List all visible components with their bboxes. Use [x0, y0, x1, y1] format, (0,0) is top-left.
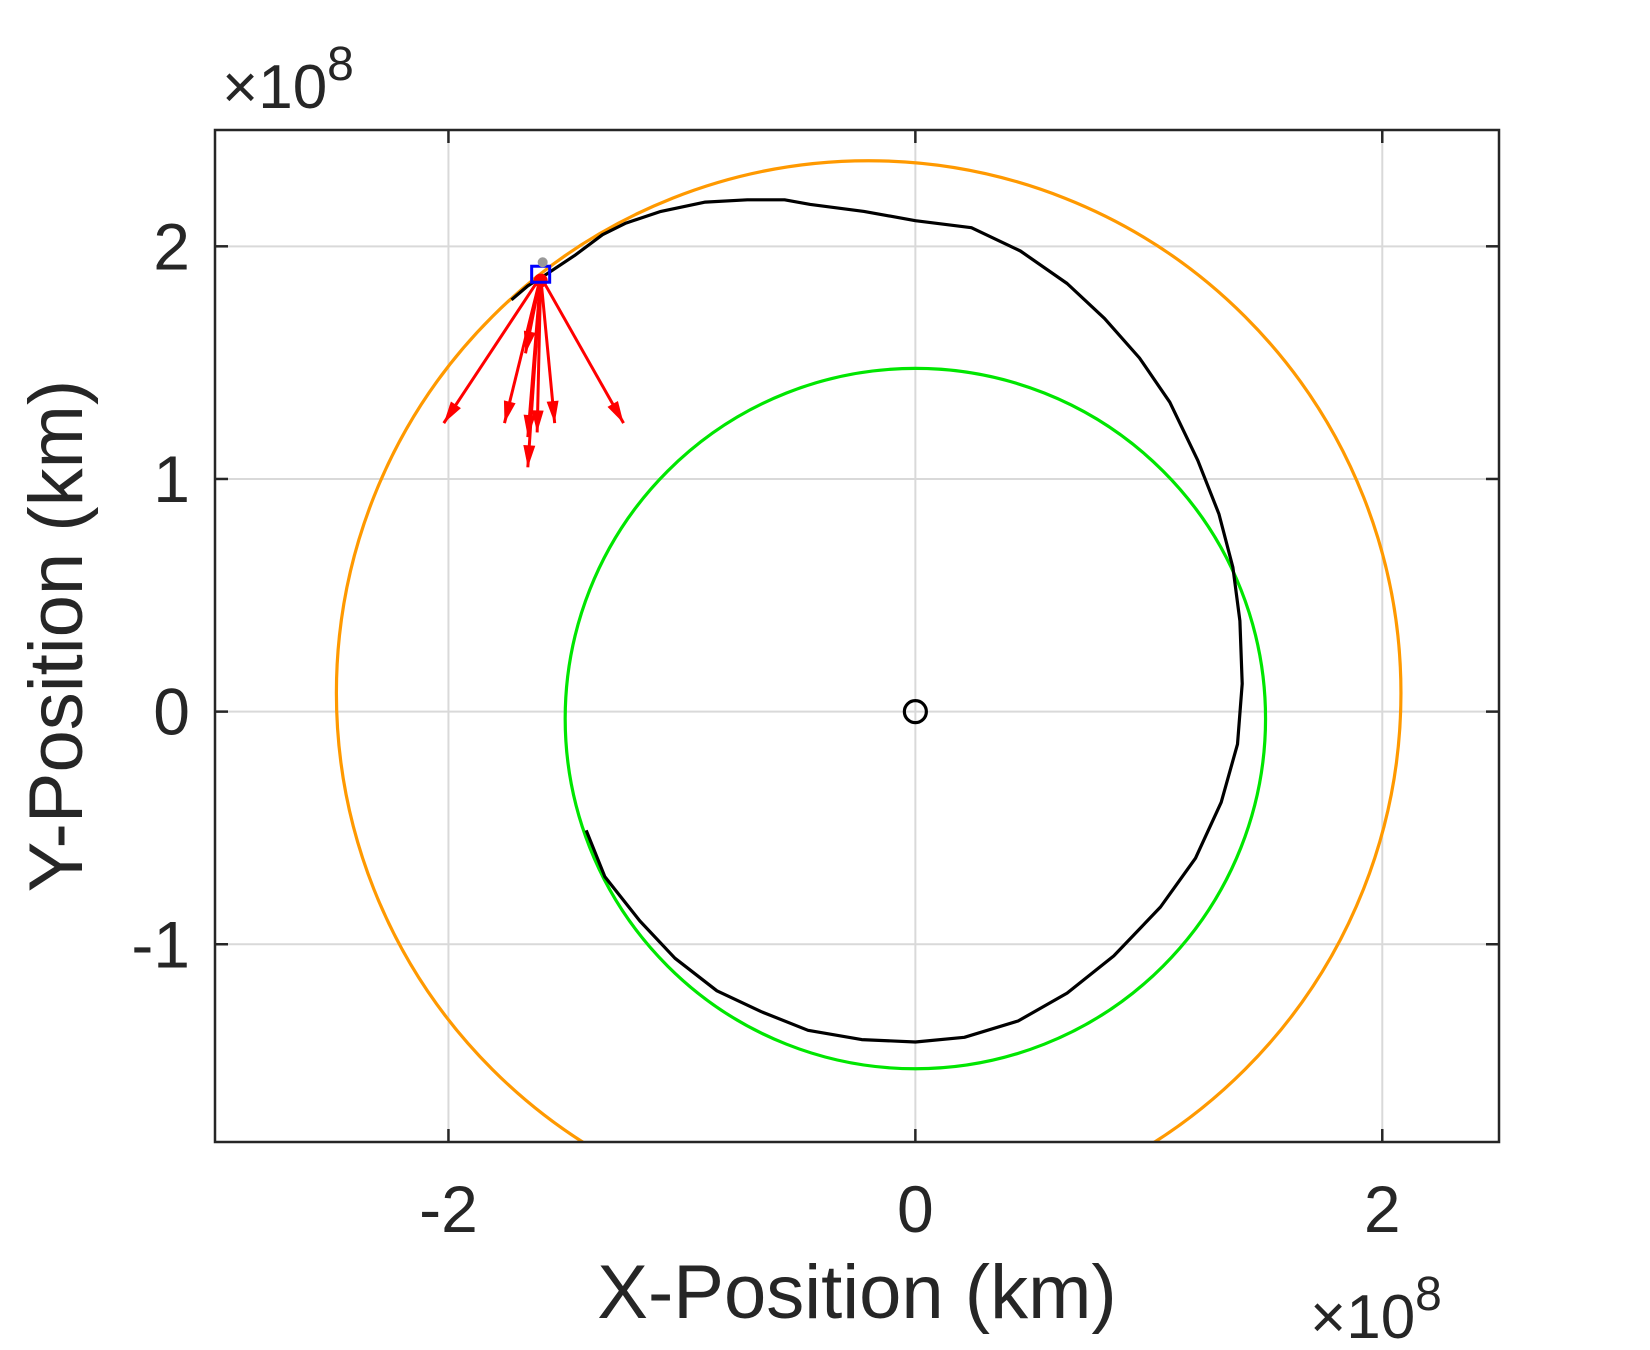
- thrust-vector: [539, 275, 625, 424]
- thrust-vector-head: [523, 414, 536, 438]
- thrust-vector-head: [531, 410, 544, 433]
- thrust-vector-head: [607, 401, 624, 424]
- x-axis-label: X-Position (km): [597, 1250, 1116, 1335]
- sun-marker: [902, 699, 928, 725]
- grid: [215, 130, 1499, 1142]
- x-tick-label: 2: [1364, 1172, 1401, 1246]
- thrust-vector-head: [443, 401, 461, 424]
- thrust-vector-head: [523, 444, 536, 468]
- thrust-vector: [535, 276, 543, 433]
- y-tick-label: 1: [153, 442, 190, 516]
- spacecraft-icon: [537, 257, 548, 268]
- thrust-origin-marker: [533, 273, 548, 288]
- x-tick-label: 0: [897, 1172, 934, 1246]
- trajectory-line: [510, 198, 1244, 1044]
- axis-ticks: -2 0 2 -1 0 1 2: [131, 130, 1499, 1246]
- y-tick-label: 0: [153, 675, 190, 749]
- thrust-vector: [442, 275, 542, 424]
- series-layer: [334, 159, 1403, 1142]
- axes-box: [213, 128, 1501, 1144]
- y-tick-label: -1: [131, 907, 190, 981]
- plot-background: [215, 130, 1499, 1142]
- x-tick-label: -2: [419, 1172, 478, 1246]
- thrust-vector: [526, 276, 543, 438]
- mars_orbit-line: [334, 159, 1403, 1142]
- thrust-vector: [539, 276, 557, 424]
- thrust-vector-layer: [442, 257, 625, 468]
- thrust-vector-head: [546, 400, 559, 424]
- thrust-vector-head: [523, 330, 536, 354]
- y-exponent-label: ×108: [222, 38, 354, 122]
- thrust-vector-head: [503, 400, 516, 424]
- y-axis-label: Y-Position (km): [14, 380, 99, 892]
- y-tick-label: 2: [153, 209, 190, 283]
- x-exponent-label: ×108: [1310, 1268, 1442, 1350]
- earth_orbit-line: [563, 366, 1268, 1071]
